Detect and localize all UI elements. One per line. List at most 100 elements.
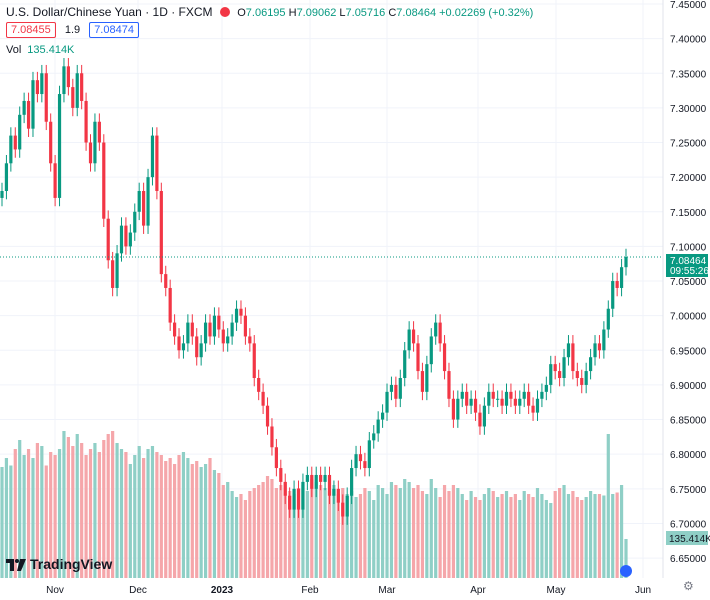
candle (133, 211, 137, 233)
volume-bar (230, 491, 234, 578)
volume-bar (588, 491, 593, 578)
volume-bar (279, 485, 283, 578)
close-value: 7.08464 (396, 7, 437, 19)
candle (22, 100, 26, 115)
volume-bar (226, 482, 230, 578)
candle (478, 412, 482, 427)
candle (4, 163, 9, 191)
candle (243, 315, 248, 337)
volume-bar (606, 434, 610, 578)
volume-bar (208, 458, 212, 578)
volume-bar (363, 488, 367, 578)
us-flag-icon[interactable] (620, 565, 632, 577)
volume-bar (203, 464, 208, 578)
candle (602, 329, 606, 351)
candle (310, 474, 314, 489)
candle (562, 357, 566, 378)
candle (57, 94, 62, 198)
volume-bar (372, 500, 376, 578)
candle (71, 87, 75, 108)
volume-bar (62, 431, 66, 578)
candle (531, 405, 535, 413)
candle (606, 308, 610, 330)
volume-bar (49, 452, 53, 578)
volume-bar (535, 488, 540, 578)
volume-bar (53, 455, 57, 578)
volume-bar (319, 485, 323, 578)
volume-bar (71, 446, 75, 578)
volume-bar (327, 491, 332, 578)
candle (146, 177, 150, 226)
high-value: 7.09062 (296, 7, 337, 19)
volume-bar (341, 488, 345, 578)
volume-bar (181, 452, 186, 578)
candle (416, 343, 420, 372)
candle (226, 336, 230, 344)
volume-bar (380, 488, 385, 578)
candle (385, 391, 389, 413)
market-status-icon[interactable] (219, 7, 230, 17)
countdown-value: 09:55:26 (670, 266, 709, 277)
volume-label-text[interactable]: Vol (6, 44, 22, 56)
candle (336, 488, 340, 503)
x-tick-label: Jun (635, 585, 651, 596)
y-tick-label: 7.10000 (670, 242, 707, 253)
volume-bar (155, 452, 159, 578)
candle (296, 488, 301, 510)
candle (159, 191, 163, 275)
candle (9, 135, 13, 164)
y-tick-label: 6.80000 (670, 450, 707, 461)
candle (319, 474, 323, 482)
settings-icon[interactable]: ⚙ (683, 579, 694, 593)
volume-bar (270, 479, 274, 578)
volume-bar (80, 443, 84, 578)
candles (0, 58, 628, 525)
volume-bar (619, 485, 624, 578)
candle (248, 336, 252, 344)
candle (597, 343, 602, 351)
volume-bar (482, 494, 486, 578)
volume-bar (442, 485, 447, 578)
candle (491, 391, 495, 399)
candle (407, 329, 411, 351)
candle (403, 350, 407, 378)
volume-bar (274, 488, 278, 578)
open-value: 7.06195 (245, 7, 286, 19)
candle (111, 260, 115, 288)
candle (102, 142, 106, 219)
candle (97, 121, 101, 143)
candle (0, 191, 4, 198)
symbol-title[interactable]: U.S. Dollar/Chinese Yuan · 1D · FXCM (6, 5, 213, 19)
volume-bar (367, 491, 371, 578)
candle (31, 80, 35, 129)
volume-bar (248, 491, 252, 578)
candle (473, 398, 478, 413)
volume-bar (217, 473, 221, 578)
candle (496, 398, 500, 400)
volume-bar (345, 494, 349, 578)
candle (84, 100, 88, 143)
tradingview-logo[interactable]: TradingView (6, 556, 112, 572)
y-tick-label: 6.75000 (670, 485, 707, 496)
price-axis[interactable]: 7.45000 7.40000 7.35000 7.30000 7.25000 7.200… (670, 0, 707, 565)
candle (292, 488, 296, 510)
candle (442, 343, 447, 372)
volume-bar (93, 443, 97, 578)
volume-bar (57, 449, 62, 578)
volume-bar (350, 491, 354, 578)
time-axis[interactable]: Nov Dec 2023 Feb Mar Apr May Jun (46, 585, 651, 596)
volume-bar (403, 479, 407, 578)
candle (283, 481, 287, 496)
volume-bar (199, 467, 203, 578)
y-tick-label: 6.65000 (670, 554, 707, 565)
volume-bar (4, 458, 9, 578)
volume-bar (553, 491, 557, 578)
buy-button[interactable]: 7.08474 (89, 22, 139, 38)
y-tick-label: 6.70000 (670, 519, 707, 530)
x-tick-label: Mar (378, 585, 396, 596)
sell-button[interactable]: 7.08455 (6, 22, 56, 38)
volume-bar (31, 458, 35, 578)
volume-bar (434, 488, 438, 578)
volume-bar (473, 497, 478, 578)
